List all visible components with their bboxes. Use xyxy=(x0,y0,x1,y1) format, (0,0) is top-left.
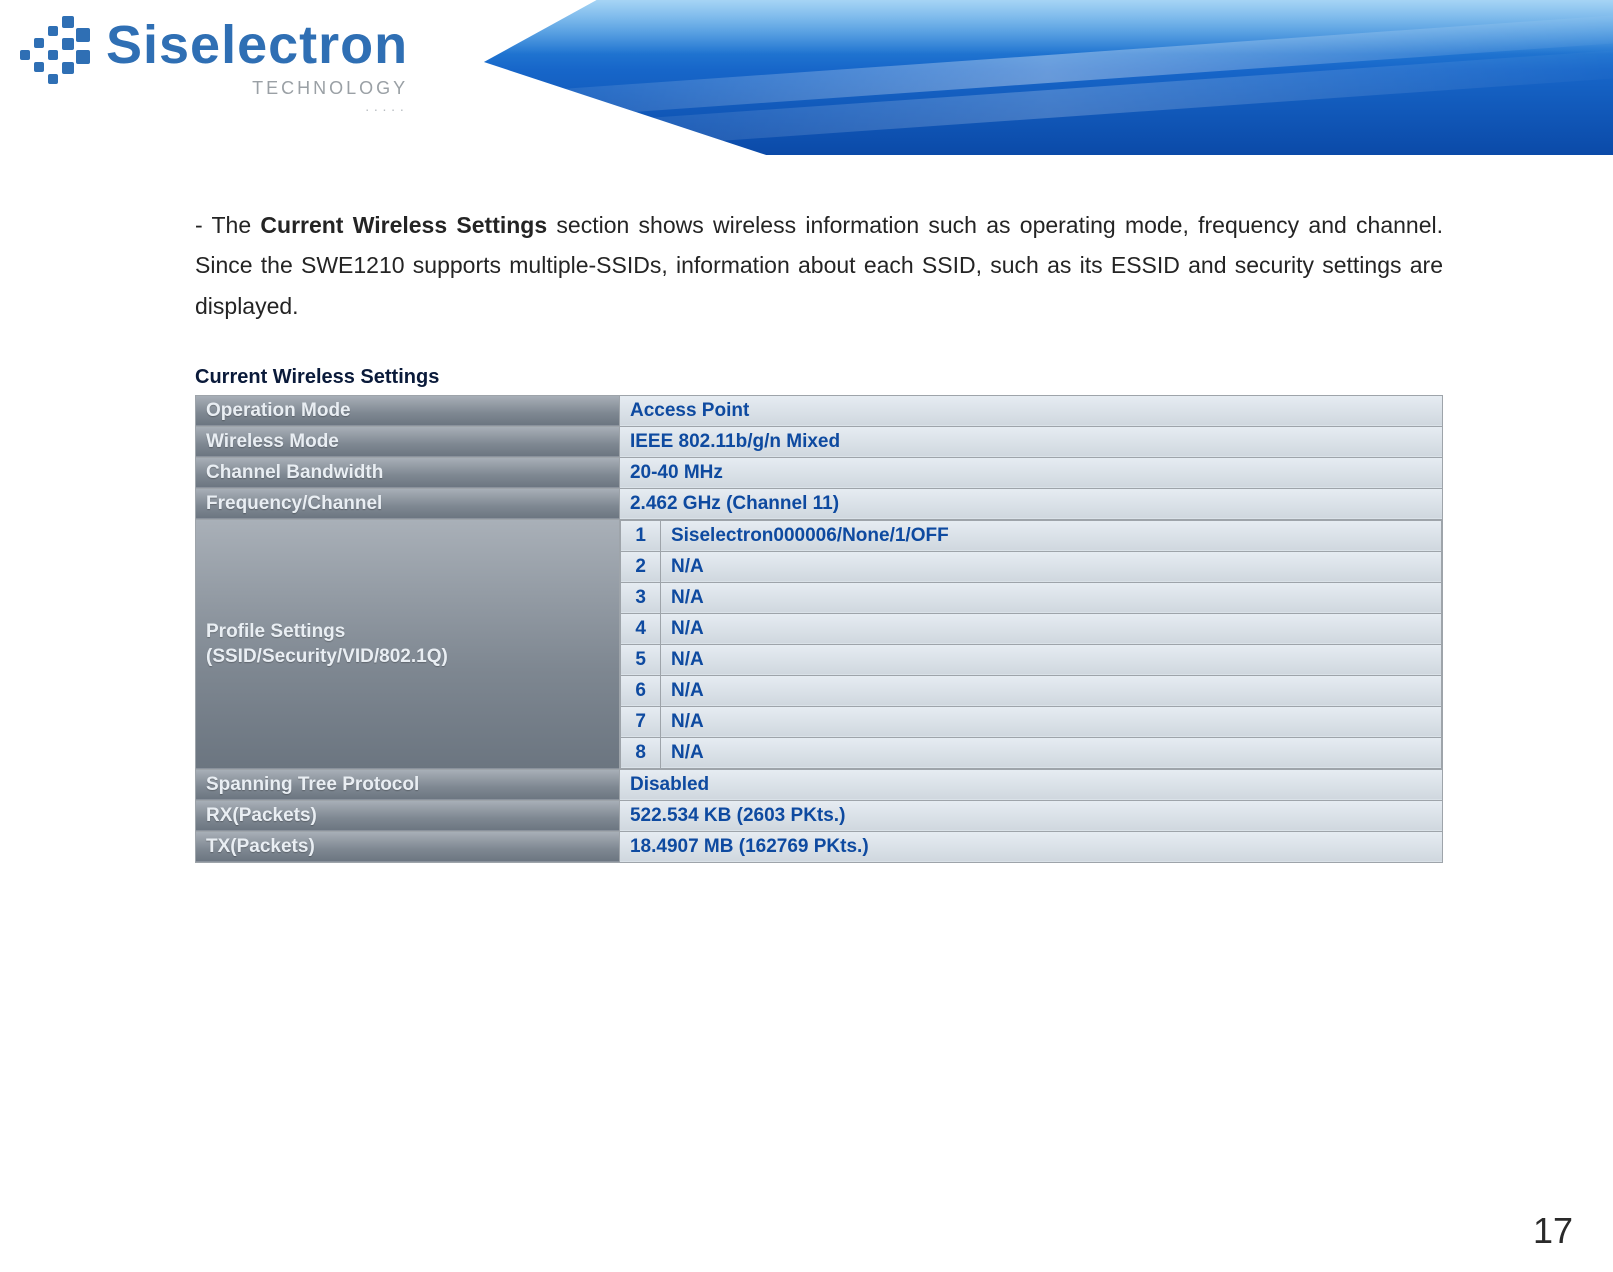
row-value: 20-40 MHz xyxy=(619,457,1442,488)
row-label: Channel Bandwidth xyxy=(196,457,620,488)
profile-val: N/A xyxy=(660,582,1441,613)
table-row: RX(Packets) 522.534 KB (2603 PKts.) xyxy=(196,800,1443,831)
row-value: 522.534 KB (2603 PKts.) xyxy=(619,800,1442,831)
profile-row: 4N/A xyxy=(620,613,1441,644)
row-label: Wireless Mode xyxy=(196,426,620,457)
row-label-profile: Profile Settings (SSID/Security/VID/802.… xyxy=(196,519,620,769)
profile-val: N/A xyxy=(660,644,1441,675)
row-label: Operation Mode xyxy=(196,395,620,426)
profile-val: N/A xyxy=(660,706,1441,737)
profile-val: N/A xyxy=(660,551,1441,582)
profile-idx: 7 xyxy=(620,706,660,737)
row-value: 2.462 GHz (Channel 11) xyxy=(619,488,1442,519)
profile-idx: 3 xyxy=(620,582,660,613)
table-row: Channel Bandwidth 20-40 MHz xyxy=(196,457,1443,488)
profile-list-table: 1Siselectron000006/None/1/OFF 2N/A 3N/A … xyxy=(620,520,1442,769)
table-row: TX(Packets) 18.4907 MB (162769 PKts.) xyxy=(196,831,1443,862)
table-row: Wireless Mode IEEE 802.11b/g/n Mixed xyxy=(196,426,1443,457)
profile-row: 8N/A xyxy=(620,737,1441,768)
profile-row: 5N/A xyxy=(620,644,1441,675)
table-row: Operation Mode Access Point xyxy=(196,395,1443,426)
page-header: Siselectron TECHNOLOGY ····· xyxy=(0,0,1613,155)
row-label: RX(Packets) xyxy=(196,800,620,831)
header-blue-swoosh xyxy=(484,0,1613,155)
row-label: Frequency/Channel xyxy=(196,488,620,519)
brand-subtitle: TECHNOLOGY xyxy=(252,78,408,99)
wireless-settings-section: Current Wireless Settings Operation Mode… xyxy=(195,366,1443,863)
profile-label-line2: (SSID/Security/VID/802.1Q) xyxy=(206,646,448,667)
profile-row: 7N/A xyxy=(620,706,1441,737)
intro-paragraph: - The Current Wireless Settings section … xyxy=(195,205,1443,326)
para-bold: Current Wireless Settings xyxy=(260,212,547,238)
profile-idx: 6 xyxy=(620,675,660,706)
brand-logo-mark-icon xyxy=(20,10,92,100)
profile-val: Siselectron000006/None/1/OFF xyxy=(660,520,1441,551)
profile-idx: 2 xyxy=(620,551,660,582)
brand-logo: Siselectron TECHNOLOGY ····· xyxy=(20,10,408,117)
row-value: IEEE 802.11b/g/n Mixed xyxy=(619,426,1442,457)
profile-row: 6N/A xyxy=(620,675,1441,706)
profile-idx: 1 xyxy=(620,520,660,551)
profile-row: 2N/A xyxy=(620,551,1441,582)
row-value: Access Point xyxy=(619,395,1442,426)
profile-val: N/A xyxy=(660,737,1441,768)
profile-val: N/A xyxy=(660,675,1441,706)
wireless-settings-table: Operation Mode Access Point Wireless Mod… xyxy=(195,395,1443,863)
table-row: Frequency/Channel 2.462 GHz (Channel 11) xyxy=(196,488,1443,519)
table-title: Current Wireless Settings xyxy=(195,366,1443,389)
profile-idx: 5 xyxy=(620,644,660,675)
profile-idx: 8 xyxy=(620,737,660,768)
profile-row: 1Siselectron000006/None/1/OFF xyxy=(620,520,1441,551)
brand-dots: ····· xyxy=(365,101,408,117)
row-value: Disabled xyxy=(619,769,1442,800)
page-number: 17 xyxy=(1533,1210,1573,1252)
para-prefix: - The xyxy=(195,212,260,238)
row-label: TX(Packets) xyxy=(196,831,620,862)
row-label: Spanning Tree Protocol xyxy=(196,769,620,800)
row-value-profiles: 1Siselectron000006/None/1/OFF 2N/A 3N/A … xyxy=(619,519,1442,769)
profile-row: 3N/A xyxy=(620,582,1441,613)
table-row: Spanning Tree Protocol Disabled xyxy=(196,769,1443,800)
profile-idx: 4 xyxy=(620,613,660,644)
profile-val: N/A xyxy=(660,613,1441,644)
brand-name: Siselectron xyxy=(106,18,408,72)
table-row-profiles: Profile Settings (SSID/Security/VID/802.… xyxy=(196,519,1443,769)
row-value: 18.4907 MB (162769 PKts.) xyxy=(619,831,1442,862)
profile-label-line1: Profile Settings xyxy=(206,621,345,642)
